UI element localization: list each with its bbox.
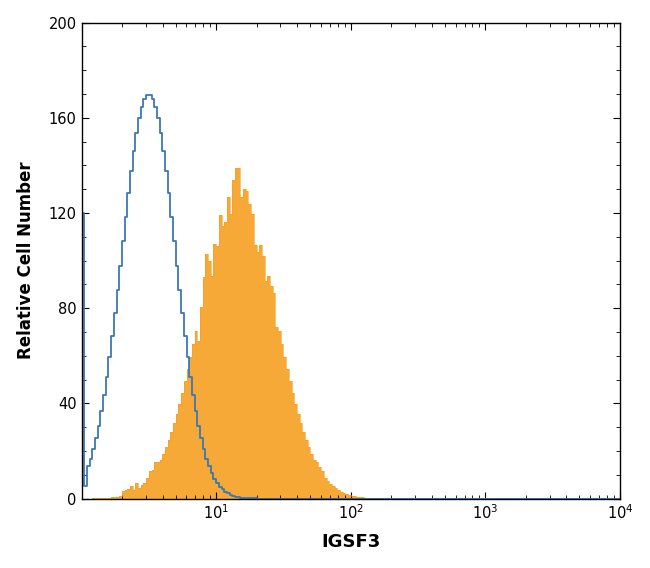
- Y-axis label: Relative Cell Number: Relative Cell Number: [17, 162, 34, 360]
- X-axis label: IGSF3: IGSF3: [321, 533, 380, 552]
